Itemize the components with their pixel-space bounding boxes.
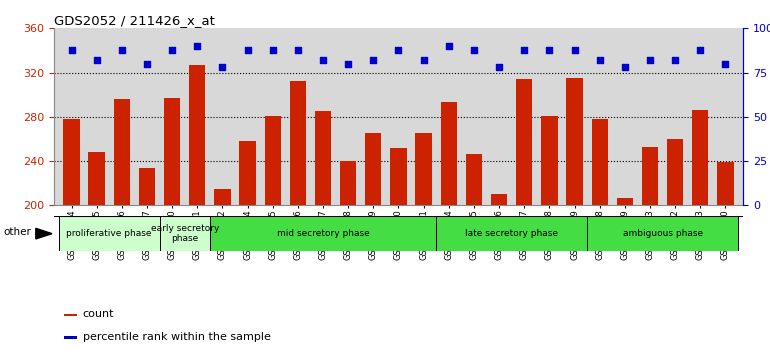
Point <box>393 47 405 52</box>
Bar <box>340 161 357 205</box>
Point <box>141 61 153 67</box>
Bar <box>416 133 432 205</box>
Text: late secretory phase: late secretory phase <box>465 229 558 238</box>
Point <box>417 57 430 63</box>
Point <box>191 43 203 49</box>
Point <box>65 47 78 52</box>
Bar <box>642 147 658 205</box>
Bar <box>290 81 306 205</box>
Point <box>719 61 732 67</box>
Point <box>367 57 380 63</box>
Bar <box>491 194 507 205</box>
Point <box>266 47 279 52</box>
Bar <box>214 189 230 205</box>
Bar <box>718 162 734 205</box>
Point <box>669 57 681 63</box>
Point <box>644 57 656 63</box>
Point <box>443 43 455 49</box>
Bar <box>466 154 482 205</box>
Text: mid secretory phase: mid secretory phase <box>276 229 370 238</box>
Point <box>467 47 480 52</box>
Bar <box>315 111 331 205</box>
Point <box>317 57 330 63</box>
Point <box>694 47 706 52</box>
Point <box>568 47 581 52</box>
Bar <box>567 78 583 205</box>
Bar <box>210 216 436 251</box>
Point <box>292 47 304 52</box>
Bar <box>390 148 407 205</box>
Bar <box>265 116 281 205</box>
Point <box>594 57 606 63</box>
Point <box>116 47 128 52</box>
Text: ambiguous phase: ambiguous phase <box>622 229 703 238</box>
Bar <box>440 102 457 205</box>
Bar <box>516 79 532 205</box>
Point <box>518 47 531 52</box>
Point <box>242 47 254 52</box>
Bar <box>164 98 180 205</box>
Bar <box>189 65 206 205</box>
Text: count: count <box>83 309 114 320</box>
Point <box>493 64 505 70</box>
Text: early secretory
phase: early secretory phase <box>150 224 219 243</box>
Point <box>91 57 103 63</box>
Point <box>543 47 555 52</box>
Bar <box>667 139 683 205</box>
Polygon shape <box>35 228 52 239</box>
Point <box>342 61 354 67</box>
Text: GDS2052 / 211426_x_at: GDS2052 / 211426_x_at <box>54 14 215 27</box>
Point <box>216 64 229 70</box>
Bar <box>139 168 155 205</box>
Bar <box>692 110 708 205</box>
Text: percentile rank within the sample: percentile rank within the sample <box>83 332 271 342</box>
Bar <box>159 216 210 251</box>
Text: proliferative phase: proliferative phase <box>66 229 152 238</box>
Bar <box>541 116 557 205</box>
Bar <box>365 133 381 205</box>
Bar <box>617 198 633 205</box>
Bar <box>64 336 77 339</box>
Bar <box>64 314 77 316</box>
Point <box>618 64 631 70</box>
Bar <box>591 119 608 205</box>
Bar <box>114 99 130 205</box>
Bar <box>63 119 79 205</box>
Bar <box>89 152 105 205</box>
Bar <box>587 216 738 251</box>
Bar <box>239 141 256 205</box>
Bar <box>436 216 587 251</box>
Text: other: other <box>3 227 31 237</box>
Bar <box>59 216 159 251</box>
Point <box>166 47 179 52</box>
